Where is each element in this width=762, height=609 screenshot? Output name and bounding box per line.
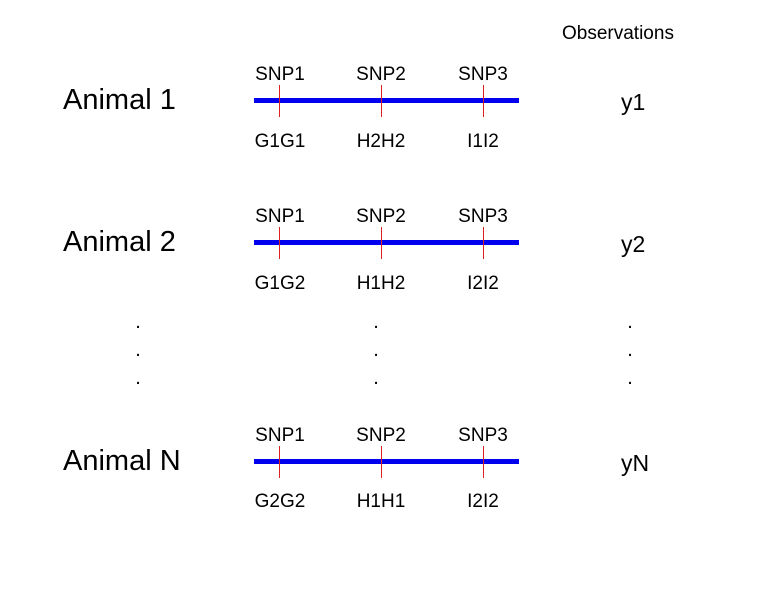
ellipsis-animals: . . . xyxy=(128,308,148,392)
snp-label: SNP2 xyxy=(356,64,406,85)
snp-marker xyxy=(279,85,280,117)
snp-marker xyxy=(381,446,382,478)
genotype-label: H1H2 xyxy=(356,273,406,294)
snp-label: SNP2 xyxy=(356,425,406,446)
snp-marker xyxy=(381,85,382,117)
snp-label: SNP3 xyxy=(458,425,508,446)
snp-label: SNP2 xyxy=(356,206,406,227)
snp-label: SNP1 xyxy=(255,206,305,227)
chromosome-line xyxy=(254,98,519,103)
snp-label: SNP3 xyxy=(458,64,508,85)
snp-label: SNP1 xyxy=(255,64,305,85)
ellipsis-observations: . . . xyxy=(620,308,640,392)
observation-value: y1 xyxy=(621,89,646,115)
ellipsis-dot: . xyxy=(627,311,633,333)
snp-label: SNP1 xyxy=(255,425,305,446)
snp-marker xyxy=(381,227,382,259)
genotype-label: G1G2 xyxy=(254,273,306,294)
animal-label: Animal 2 xyxy=(63,226,176,258)
snp-marker xyxy=(483,227,484,259)
ellipsis-dot: . xyxy=(373,367,379,389)
ellipsis-dot: . xyxy=(373,339,379,361)
snp-marker xyxy=(279,446,280,478)
ellipsis-dot: . xyxy=(373,311,379,333)
ellipsis-dot: . xyxy=(135,367,141,389)
genotype-label: I2I2 xyxy=(467,491,499,512)
genotype-label: I2I2 xyxy=(467,273,499,294)
chromosome-line xyxy=(254,459,519,464)
ellipsis-dot: . xyxy=(627,367,633,389)
snp-marker xyxy=(279,227,280,259)
ellipsis-dot: . xyxy=(135,311,141,333)
genotype-label: G1G1 xyxy=(254,131,306,152)
observation-value: yN xyxy=(621,450,650,476)
genotype-label: H2H2 xyxy=(356,131,406,152)
genotype-label: I1I2 xyxy=(467,131,499,152)
chromosome-line xyxy=(254,240,519,245)
snp-marker xyxy=(483,85,484,117)
animal-label: Animal N xyxy=(63,445,181,477)
snp-label: SNP3 xyxy=(458,206,508,227)
observations-header: Observations xyxy=(562,23,674,44)
ellipsis-dot: . xyxy=(627,339,633,361)
genotype-label: G2G2 xyxy=(254,491,306,512)
genotype-label: H1H1 xyxy=(356,491,406,512)
animal-label: Animal 1 xyxy=(63,84,176,116)
ellipsis-dot: . xyxy=(135,339,141,361)
snp-marker xyxy=(483,446,484,478)
ellipsis-genotypes: . . . xyxy=(366,308,386,392)
observation-value: y2 xyxy=(621,231,646,257)
